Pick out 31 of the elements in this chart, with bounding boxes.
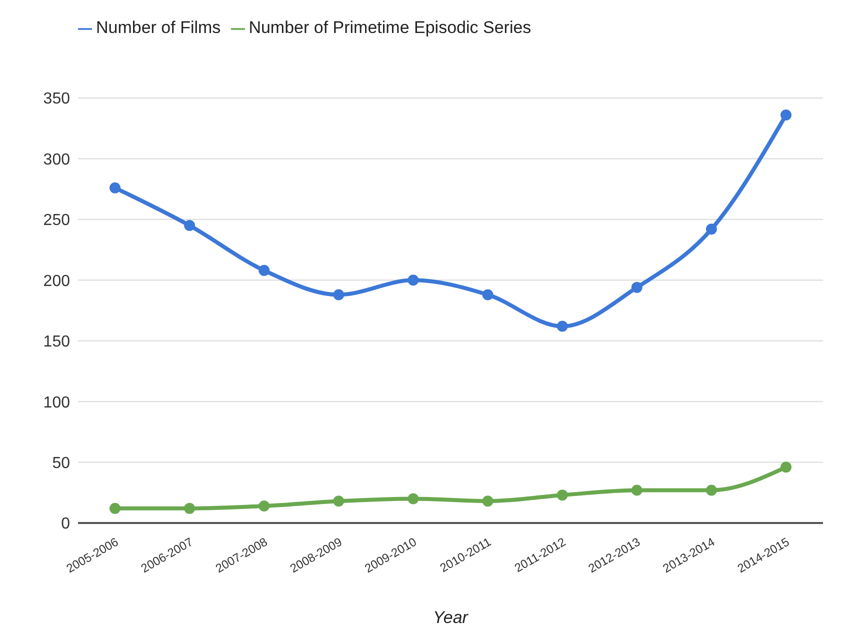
point [780,462,792,473]
y-tick-label: 300 [43,151,70,168]
y-tick-label: 50 [52,454,70,472]
legend-label: Number of Primetime Episodic Series [248,18,532,37]
point [706,224,717,235]
point [631,484,642,496]
point [482,496,494,507]
point [184,502,196,514]
point [110,502,120,514]
y-tick-label: 150 [43,334,70,351]
point [333,496,344,507]
point [556,320,568,332]
point [333,289,344,300]
point [184,220,196,231]
y-tick-label: 0 [61,516,70,533]
point [408,493,419,504]
x-axis-title: Year [433,608,470,627]
point [482,289,494,300]
point [631,282,642,293]
y-tick-label: 200 [43,272,70,290]
y-tick-label: 350 [43,90,70,108]
point [258,500,270,512]
y-tick-label: 100 [43,394,70,412]
point [110,182,120,194]
point [258,264,270,276]
point [408,274,419,286]
point [706,484,717,496]
point [556,490,568,501]
point [780,110,792,120]
legend-label: Number of Films [96,18,221,37]
y-tick-label: 250 [43,212,70,230]
